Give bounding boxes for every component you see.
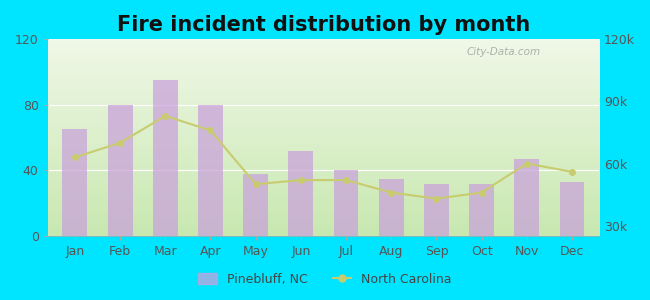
Bar bbox=[379, 178, 404, 236]
Bar bbox=[108, 105, 133, 236]
Bar bbox=[198, 105, 223, 236]
Bar bbox=[514, 159, 539, 236]
Legend: Pinebluff, NC, North Carolina: Pinebluff, NC, North Carolina bbox=[193, 268, 457, 291]
Title: Fire incident distribution by month: Fire incident distribution by month bbox=[117, 15, 530, 35]
Bar bbox=[62, 130, 87, 236]
Bar bbox=[289, 151, 313, 236]
Text: City-Data.com: City-Data.com bbox=[467, 47, 541, 57]
Bar bbox=[424, 184, 449, 236]
Bar bbox=[333, 170, 359, 236]
Bar bbox=[243, 174, 268, 236]
Bar bbox=[469, 184, 494, 236]
Bar bbox=[560, 182, 584, 236]
Bar bbox=[153, 80, 177, 236]
